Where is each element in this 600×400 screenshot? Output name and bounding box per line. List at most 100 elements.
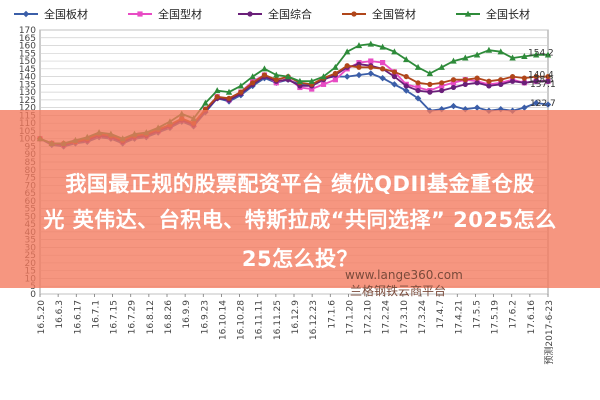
legend: 全国板材 全国型材 全国综合 全国管材 全国长材 xyxy=(14,7,530,21)
data-point xyxy=(344,63,350,69)
data-point xyxy=(403,56,410,63)
overlay-banner xyxy=(0,110,600,288)
data-point xyxy=(473,104,481,111)
data-point xyxy=(415,87,421,94)
data-point xyxy=(403,73,409,80)
data-point xyxy=(474,80,480,86)
data-point xyxy=(225,88,233,95)
y-tick-label: 155 xyxy=(19,49,36,59)
data-point xyxy=(509,73,516,80)
data-point xyxy=(474,75,480,81)
data-point xyxy=(462,81,468,87)
x-tick-label: 17.4.21 xyxy=(454,300,464,334)
data-point xyxy=(296,77,304,84)
banner-headline[interactable]: 我国最正规的股票配资平台 绩优QDII基金重仓股 xyxy=(65,172,535,196)
data-point xyxy=(309,86,315,92)
x-tick-label: 16.8.26 xyxy=(164,300,174,335)
y-tick-label: 150 xyxy=(19,57,36,67)
x-tick-label: 预测2017-6-23 xyxy=(544,300,555,365)
x-tick-label: 17.5.5 xyxy=(472,300,482,329)
data-point xyxy=(320,81,327,87)
x-tick-label: 16.9.23 xyxy=(200,300,210,334)
x-tick-label: 16.10.14 xyxy=(218,300,228,340)
data-point xyxy=(450,84,457,91)
data-point xyxy=(439,80,445,86)
data-point xyxy=(202,99,209,106)
y-tick-label: 140 xyxy=(19,73,36,83)
banner-tail[interactable]: 25怎么投？ xyxy=(241,247,359,271)
data-point xyxy=(521,75,527,81)
y-tick-label: 160 xyxy=(19,42,36,52)
data-point xyxy=(532,51,540,58)
legend-item-1: 全国板材 xyxy=(14,7,88,21)
x-tick-label: 16.6.17 xyxy=(73,300,83,334)
data-point xyxy=(261,65,268,72)
y-tick-label: 165 xyxy=(19,34,36,44)
x-tick-label: 17.6.2 xyxy=(509,300,519,329)
y-tick-label: 135 xyxy=(19,80,36,90)
legend-label: 全国管材 xyxy=(372,7,416,21)
data-point xyxy=(332,77,338,83)
data-point xyxy=(439,83,445,89)
data-point xyxy=(473,51,481,58)
data-point xyxy=(533,78,539,84)
x-tick-label: 17.2.24 xyxy=(382,300,392,335)
legend-label: 全国长材 xyxy=(486,7,530,21)
data-point xyxy=(450,77,457,83)
data-point xyxy=(273,77,279,83)
data-point xyxy=(403,87,410,94)
x-tick-label: 17.3.24 xyxy=(418,300,428,335)
y-tick-label: 0 xyxy=(30,290,36,300)
x-tick-label: 16.11.25 xyxy=(273,300,283,340)
end-value-label: 138.3 xyxy=(528,75,554,85)
y-tick-label: 170 xyxy=(19,26,36,36)
data-point xyxy=(486,83,492,89)
legend-label: 全国综合 xyxy=(268,7,312,21)
end-value-label: 154.2 xyxy=(528,49,554,59)
legend-swatch-marker xyxy=(464,10,472,17)
x-tick-label: 17.3.10 xyxy=(400,300,410,335)
data-point xyxy=(485,46,493,53)
banner-subline[interactable]: 光 英伟达、台积电、特斯拉成“共同选择” 2025怎么 xyxy=(43,208,557,232)
data-point xyxy=(368,64,374,70)
x-axis: 16.5.20 16.6.3 16.6.17 16.7.1 16.7.15 16.7.29… xyxy=(37,294,555,365)
data-point xyxy=(450,57,457,64)
y-tick-label: 145 xyxy=(19,65,36,75)
legend-label: 全国型材 xyxy=(158,7,202,21)
data-point xyxy=(367,70,374,77)
data-point xyxy=(521,104,528,111)
data-point xyxy=(426,70,434,77)
data-point xyxy=(498,81,504,87)
data-point xyxy=(415,80,421,86)
data-point xyxy=(438,63,445,70)
data-point xyxy=(368,58,374,64)
x-tick-label: 17.4.7 xyxy=(436,300,446,329)
data-point xyxy=(450,80,457,86)
data-point xyxy=(427,81,433,87)
data-point xyxy=(332,63,339,70)
data-point xyxy=(380,66,386,72)
data-point xyxy=(380,60,386,66)
data-point xyxy=(497,48,504,55)
data-point xyxy=(332,70,338,77)
data-point xyxy=(391,73,398,80)
legend-item-2: 全国型材 xyxy=(128,7,202,21)
legend-item-4: 全国管材 xyxy=(342,7,416,21)
x-tick-label: 16.12.9 xyxy=(291,300,301,335)
data-point xyxy=(214,87,221,94)
data-point xyxy=(544,51,552,58)
data-point xyxy=(355,71,363,79)
legend-swatch-marker xyxy=(137,11,143,17)
x-tick-label: 16.6.3 xyxy=(55,300,65,329)
data-point xyxy=(343,73,351,80)
data-point xyxy=(414,95,422,102)
data-point xyxy=(403,83,409,89)
x-tick-label: 17.1.20 xyxy=(345,300,355,335)
end-value-label: 137.1 xyxy=(530,80,556,90)
x-tick-label: 17.2.10 xyxy=(364,300,374,335)
data-point xyxy=(450,102,457,110)
data-point xyxy=(462,77,468,83)
data-point xyxy=(533,73,539,80)
legend-item-3: 全国综合 xyxy=(238,7,312,21)
